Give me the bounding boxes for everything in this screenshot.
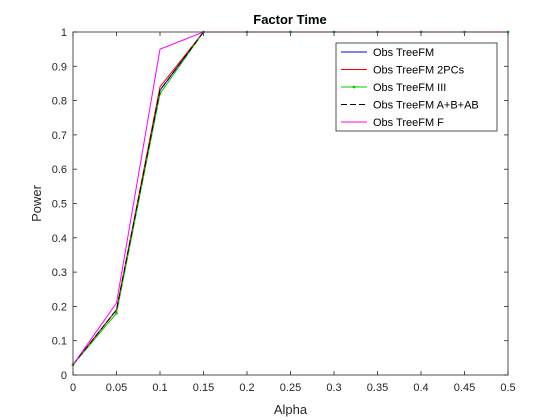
x-tick-label: 0.05: [106, 382, 127, 394]
x-tick-label: 0: [70, 382, 76, 394]
x-tick-label: 0.25: [280, 382, 301, 394]
x-axis-label: Alpha: [274, 402, 308, 417]
y-axis-label: Power: [29, 184, 44, 222]
x-tick-label: 0.3: [326, 382, 341, 394]
data-point: [115, 312, 118, 315]
legend-marker: [353, 86, 356, 89]
y-tick-label: 0.6: [52, 164, 67, 176]
x-tick-label: 0.15: [193, 382, 214, 394]
x-tick-label: 0.5: [500, 382, 515, 394]
legend: Obs TreeFM Obs TreeFM 2PCs Obs TreeFM III O…: [336, 43, 497, 131]
x-tick-label: 0.4: [413, 382, 428, 394]
y-tick-label: 0.4: [52, 233, 67, 245]
legend-label: Obs TreeFM: [373, 47, 434, 59]
y-tick-label: 1: [61, 27, 67, 39]
y-tick-label: 0.7: [52, 130, 67, 142]
x-tick-label: 0.1: [152, 382, 167, 394]
y-tick-label: 0.5: [52, 199, 67, 211]
x-tick-label: 0.35: [367, 382, 388, 394]
legend-label: Obs TreeFM 2PCs: [373, 65, 465, 77]
y-tick-label: 0.3: [52, 267, 67, 279]
legend-label: Obs TreeFM A+B+AB: [373, 100, 479, 112]
y-tick-label: 0.2: [52, 301, 67, 313]
legend-label: Obs TreeFM III: [373, 82, 446, 94]
legend-label: Obs TreeFM F: [373, 117, 444, 129]
y-tick-label: 0: [61, 370, 67, 382]
x-tick-label: 0.45: [454, 382, 475, 394]
chart-title: Factor Time: [253, 12, 326, 27]
y-tick-label: 0.1: [52, 336, 67, 348]
y-tick-label: 0.8: [52, 96, 67, 108]
y-tick-label: 0.9: [52, 61, 67, 73]
x-tick-label: 0.2: [239, 382, 254, 394]
